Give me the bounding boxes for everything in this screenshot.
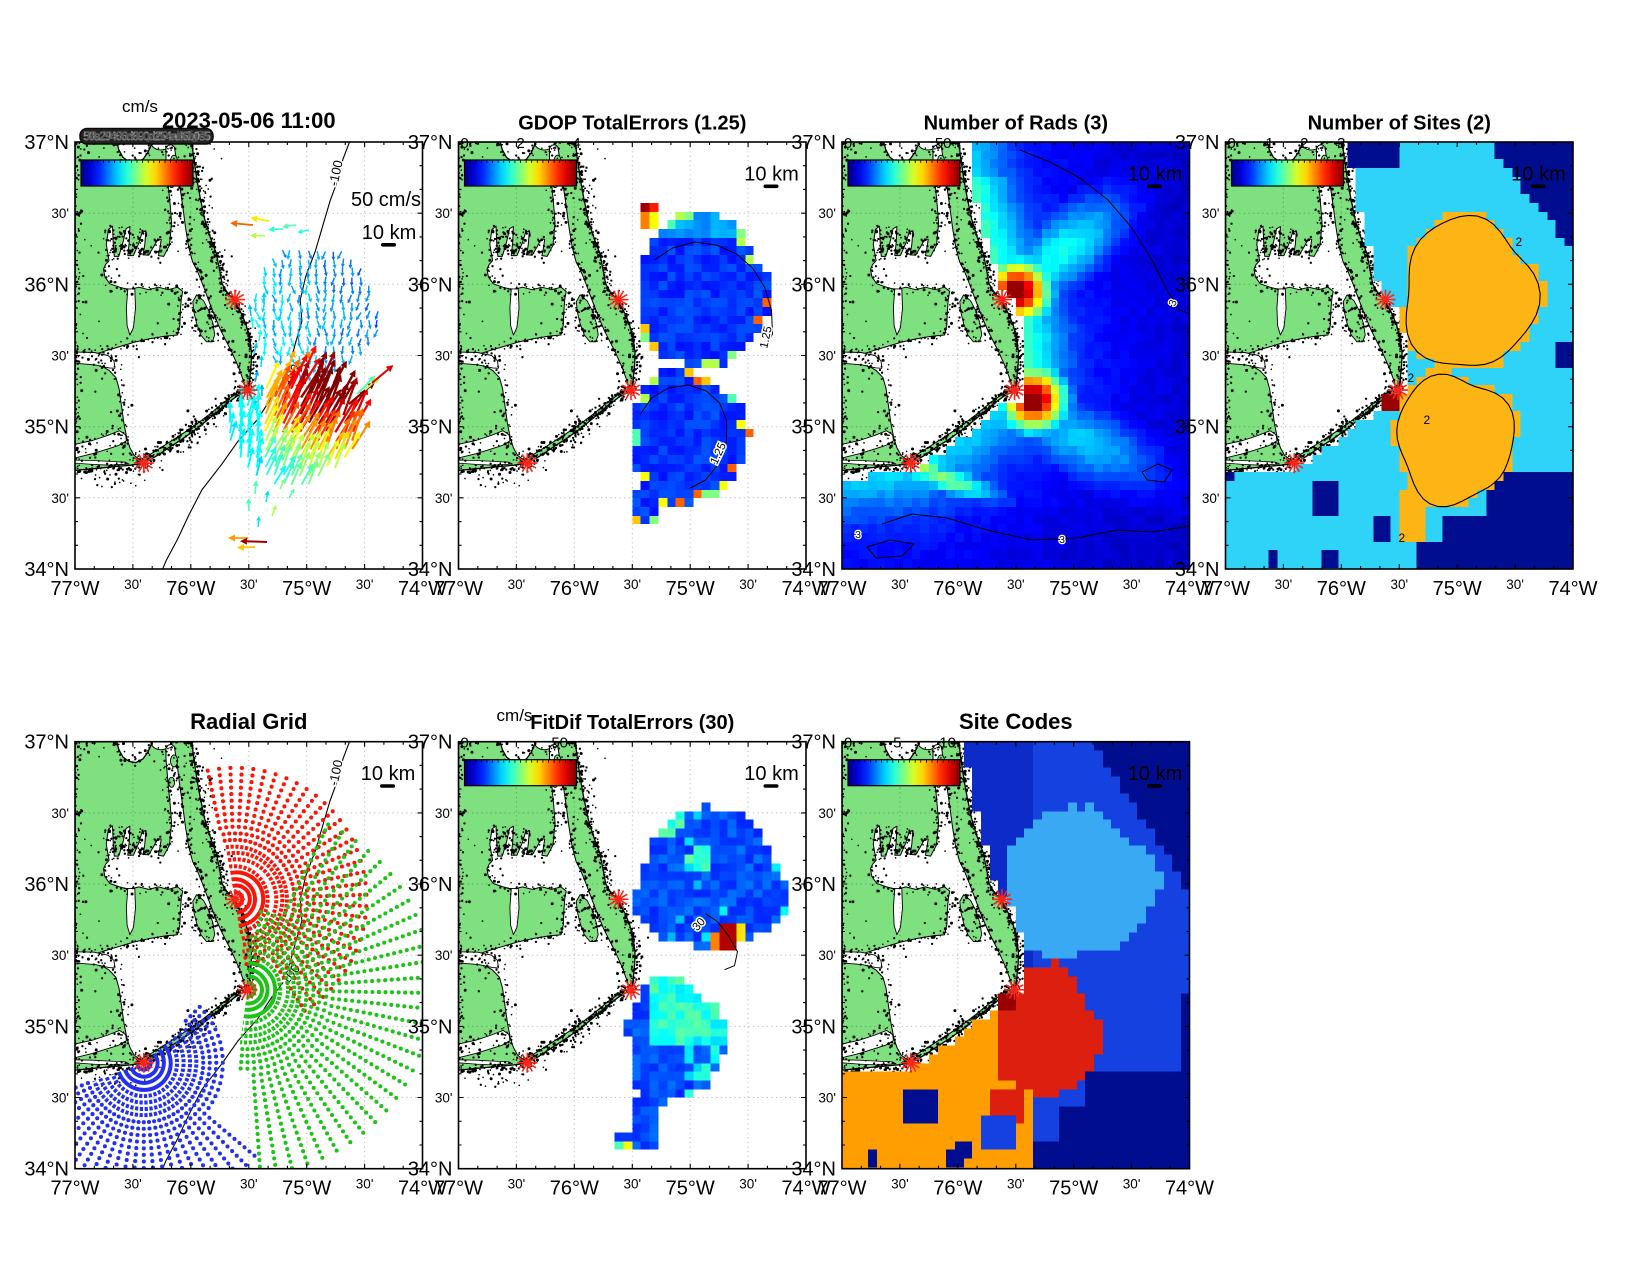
svg-text:Number of Sites (2): Number of Sites (2) <box>1308 113 1491 135</box>
svg-text:FitDif TotalErrors (30): FitDif TotalErrors (30) <box>530 712 734 734</box>
svg-text:cm/s: cm/s <box>122 97 158 116</box>
svg-text:GDOP TotalErrors (1.25): GDOP TotalErrors (1.25) <box>518 113 746 135</box>
svg-text:3: 3 <box>855 529 861 541</box>
svg-text:Site Codes: Site Codes <box>959 709 1073 734</box>
svg-text:50 cm/s: 50 cm/s <box>351 189 421 211</box>
svg-text:1.25: 1.25 <box>758 325 774 349</box>
svg-text:0: 0 <box>460 135 468 152</box>
svg-text:4: 4 <box>572 135 580 152</box>
svg-text:10: 10 <box>939 735 956 752</box>
svg-text:50: 50 <box>551 735 568 752</box>
svg-text:2: 2 <box>516 135 524 152</box>
svg-text:50: 50 <box>935 135 952 152</box>
svg-text:0: 0 <box>460 735 468 752</box>
svg-text:3: 3 <box>1337 135 1345 152</box>
svg-text:1: 1 <box>1265 135 1273 152</box>
svg-text:50s29466d890d254ad6b0s5: 50s29466d890d254ad6b0s5 <box>83 130 211 144</box>
svg-text:2023-05-06 11:00: 2023-05-06 11:00 <box>162 108 336 133</box>
svg-text:2: 2 <box>1399 531 1406 545</box>
svg-text:3: 3 <box>1059 534 1065 546</box>
svg-text:2: 2 <box>1300 135 1308 152</box>
svg-text:0: 0 <box>1227 135 1235 152</box>
svg-text:Number of Rads (3): Number of Rads (3) <box>924 113 1108 135</box>
svg-text:2: 2 <box>1516 235 1523 249</box>
svg-text:cm/s: cm/s <box>497 706 533 725</box>
svg-text:0: 0 <box>844 735 852 752</box>
svg-text:2: 2 <box>1424 413 1431 427</box>
svg-text:0: 0 <box>844 135 852 152</box>
svg-text:2: 2 <box>1408 371 1415 385</box>
svg-text:5: 5 <box>893 735 901 752</box>
svg-text:18x20s30s40qw50sd60fg75: 18x20s30s40qw50sd60fg75 <box>85 129 209 143</box>
svg-text:Radial Grid: Radial Grid <box>190 709 307 734</box>
